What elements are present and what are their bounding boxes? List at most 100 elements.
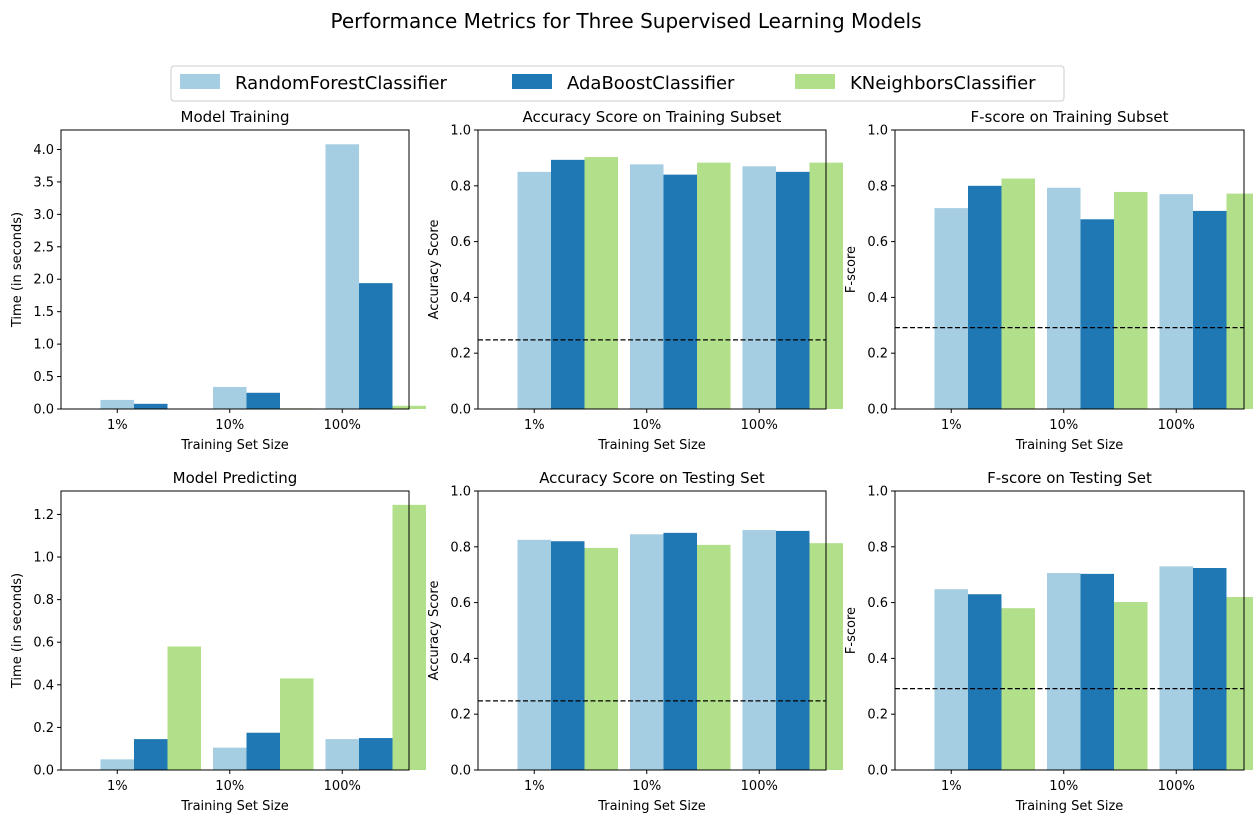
y-tick-label: 0.2 [450, 347, 471, 362]
subplot-title: F-score on Training Subset [971, 108, 1169, 126]
figure-title: Performance Metrics for Three Supervised… [331, 9, 922, 33]
plot-frame-1 [60, 129, 410, 410]
subplot-title: Accuracy Score on Training Subset [523, 108, 782, 126]
bar-1-s1-c1 [100, 399, 134, 409]
legend-label-adaboost: AdaBoostClassifier [567, 73, 735, 94]
bar-4-s1-c3 [325, 739, 359, 770]
legend-swatch-adaboost [512, 74, 552, 89]
legend-swatch-kneighbors [795, 74, 835, 89]
bar-1-s1-c3 [325, 144, 359, 409]
y-tick-label: 0.2 [450, 708, 471, 723]
chart-panel-6: 0.0 0.2 0.4 0.6 0.8 1.0 1% 10% 100% F-score on Te… [844, 469, 1253, 814]
bar-5-s1-c2 [630, 534, 664, 770]
bar-3-s1-c2 [1047, 187, 1081, 409]
legend-swatch-randomforest [180, 74, 220, 89]
y-tick-label: 0.6 [450, 235, 471, 250]
x-tick-label: 100% [741, 779, 778, 794]
y-tick-label: 1.2 [33, 508, 54, 523]
y-tick-label: 0.6 [33, 636, 54, 651]
plot-frame-4 [60, 490, 410, 771]
bar-5-s1-c1 [517, 539, 551, 770]
bar-6-s1-c1 [934, 589, 968, 770]
y-tick-label: 0.0 [450, 403, 471, 418]
x-tick-label: 10% [632, 418, 661, 433]
chart-panel-2: 0.0 0.2 0.4 0.6 0.8 1.0 1% 10% 100% Accuracy Scor… [427, 108, 843, 453]
y-tick-label: 1.0 [867, 485, 888, 500]
y-tick-label: 0.4 [450, 291, 471, 306]
chart-panel-3: 0.0 0.2 0.4 0.6 0.8 1.0 1% 10% 100% F-score on Tr… [844, 108, 1253, 453]
bar-1-s2-c2 [246, 392, 280, 409]
y-tick-label: 1.0 [450, 124, 471, 139]
legend-frame [170, 65, 1065, 102]
bar-2-s1-c2 [630, 164, 664, 409]
x-axis-label: Training Set Size [1015, 438, 1124, 453]
subplot-title: F-score on Testing Set [987, 469, 1152, 487]
y-tick-label: 1.0 [867, 124, 888, 139]
subplot-title: Model Predicting [173, 469, 298, 487]
x-axis-label: Training Set Size [180, 438, 289, 453]
y-tick-label: 1.0 [450, 485, 471, 500]
bar-6-s2-c2 [1080, 573, 1114, 770]
x-tick-label: 1% [524, 418, 545, 433]
bar-3-s1-c3 [1159, 194, 1193, 409]
x-tick-label: 100% [1158, 418, 1195, 433]
y-axis-label: F-score [844, 607, 859, 654]
bar-5-s3-c1 [584, 547, 618, 770]
y-tick-label: 0.2 [33, 721, 54, 736]
y-tick-label: 0.0 [450, 764, 471, 779]
x-tick-label: 1% [107, 418, 128, 433]
bar-3-s2-c3 [1193, 210, 1227, 409]
bar-2-s2-c1 [551, 159, 585, 409]
x-tick-label: 1% [941, 779, 962, 794]
y-tick-label: 0.0 [867, 403, 888, 418]
y-axis-label: Accuracy Score [427, 220, 442, 320]
legend-label-randomforest: RandomForestClassifier [235, 73, 448, 94]
bar-4-s3-c2 [280, 678, 314, 770]
y-tick-label: 0.4 [867, 291, 888, 306]
x-tick-label: 100% [1158, 779, 1195, 794]
x-tick-label: 10% [1049, 418, 1078, 433]
y-tick-label: 0.4 [867, 652, 888, 667]
bar-3-s3-c3 [1226, 193, 1253, 409]
chart-panels: 0.0 0.5 1.0 1.5 2.0 2.5 3.0 3.5 4.0 1% 10% 100% Mode… [10, 108, 1253, 814]
y-tick-label: 1.5 [33, 305, 54, 320]
x-tick-label: 10% [632, 779, 661, 794]
bar-4-s1-c2 [213, 747, 247, 770]
bar-4-s2-c2 [246, 732, 280, 770]
plot-frame-3 [894, 129, 1245, 410]
bar-3-s3-c2 [1114, 191, 1148, 409]
x-axis-label: Training Set Size [597, 438, 706, 453]
plot-frame-2 [477, 129, 827, 410]
bar-2-s2-c3 [776, 171, 810, 409]
y-tick-label: 0.5 [33, 370, 54, 385]
bar-6-s3-c3 [1226, 597, 1253, 770]
bar-3-s2-c2 [1080, 219, 1114, 409]
bar-6-s3-c2 [1114, 602, 1148, 770]
plot-frame-6 [894, 490, 1245, 771]
y-tick-label: 0.6 [867, 235, 888, 250]
y-axis-label: Time (in seconds) [10, 573, 25, 689]
bar-2-s1-c3 [742, 166, 776, 409]
bar-2-s3-c2 [697, 162, 731, 409]
bar-4-s2-c1 [134, 739, 168, 770]
y-axis-label: Accuracy Score [427, 581, 442, 681]
x-axis-label: Training Set Size [597, 799, 706, 814]
y-tick-label: 0.2 [867, 708, 888, 723]
legend-label-kneighbors: KNeighborsClassifier [850, 73, 1036, 94]
y-tick-label: 0.6 [450, 596, 471, 611]
chart-panel-4: 0.0 0.2 0.4 0.6 0.8 1.0 1.2 1% 10% 100% Model Pred… [10, 469, 426, 814]
y-tick-label: 2.0 [33, 273, 54, 288]
x-tick-label: 1% [941, 418, 962, 433]
subplot-title: Accuracy Score on Testing Set [539, 469, 765, 487]
bar-5-s3-c2 [697, 544, 731, 770]
y-tick-label: 0.0 [33, 403, 54, 418]
y-tick-label: 0.2 [867, 347, 888, 362]
bar-6-s2-c3 [1193, 568, 1227, 770]
y-tick-label: 1.0 [33, 551, 54, 566]
y-tick-label: 0.8 [867, 179, 888, 194]
y-tick-label: 0.8 [867, 540, 888, 555]
bar-4-s3-c1 [167, 646, 201, 770]
x-tick-label: 100% [324, 418, 361, 433]
y-tick-label: 0.4 [450, 652, 471, 667]
